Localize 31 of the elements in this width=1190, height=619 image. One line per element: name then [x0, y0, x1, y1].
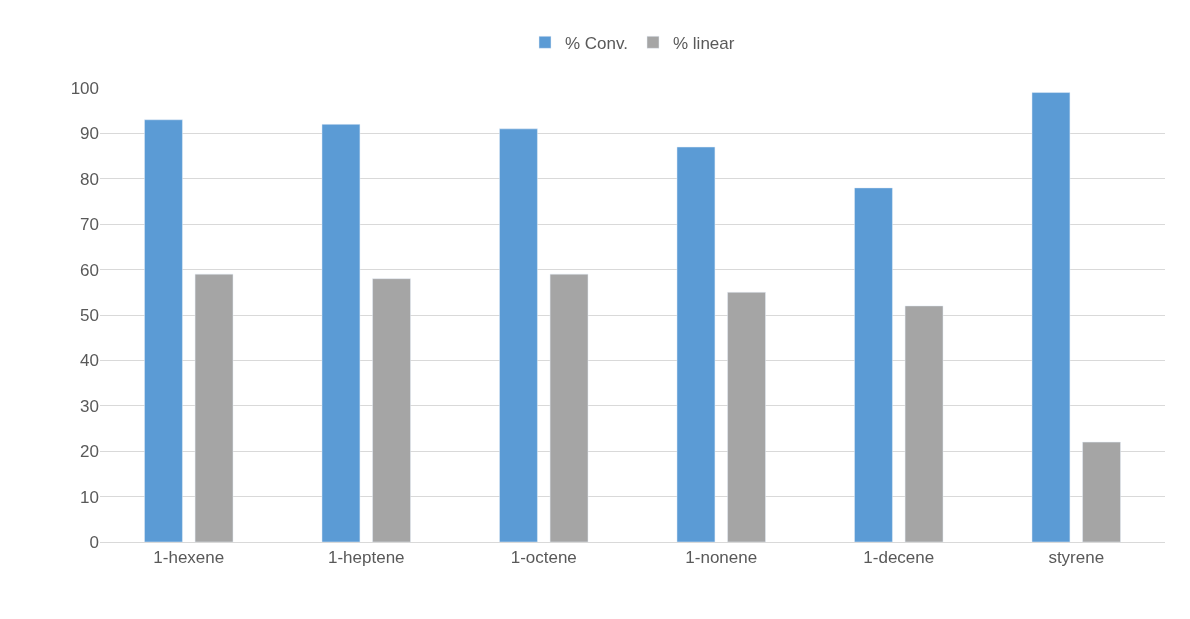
bar [904, 305, 944, 542]
bar [549, 273, 589, 542]
bar [1082, 441, 1121, 542]
y-tick-label: 60 [80, 260, 99, 280]
x-tick-label: 1-hexene [153, 548, 225, 568]
x-tick-label: 1-octene [510, 548, 577, 568]
legend-label: % Conv. [565, 33, 628, 53]
x-tick-label: 1-decene [863, 548, 935, 568]
bar [854, 187, 893, 542]
y-tick-label: 80 [80, 169, 99, 189]
bar [144, 119, 183, 542]
y-tick-label: 0 [89, 532, 99, 552]
x-tick-label: 1-heptene [327, 548, 405, 568]
bar [727, 292, 766, 542]
legend-label: % linear [673, 33, 735, 53]
bar [194, 273, 234, 542]
bar [1031, 92, 1071, 542]
y-tick-label: 50 [80, 305, 99, 325]
y-tick-label: 10 [80, 487, 99, 507]
y-tick-label: 70 [80, 215, 99, 235]
x-tick-label: 1-nonene [685, 548, 758, 568]
bar [676, 146, 716, 542]
bar [372, 278, 411, 542]
x-tick-label: styrene [1048, 548, 1105, 568]
bar [321, 124, 361, 542]
y-tick-label: 90 [80, 124, 99, 144]
y-tick-label: 20 [80, 442, 99, 462]
y-tick-label: 40 [80, 351, 99, 371]
y-tick-label: 30 [80, 396, 99, 416]
bar [499, 128, 538, 542]
y-tick-label: 100 [70, 78, 99, 98]
